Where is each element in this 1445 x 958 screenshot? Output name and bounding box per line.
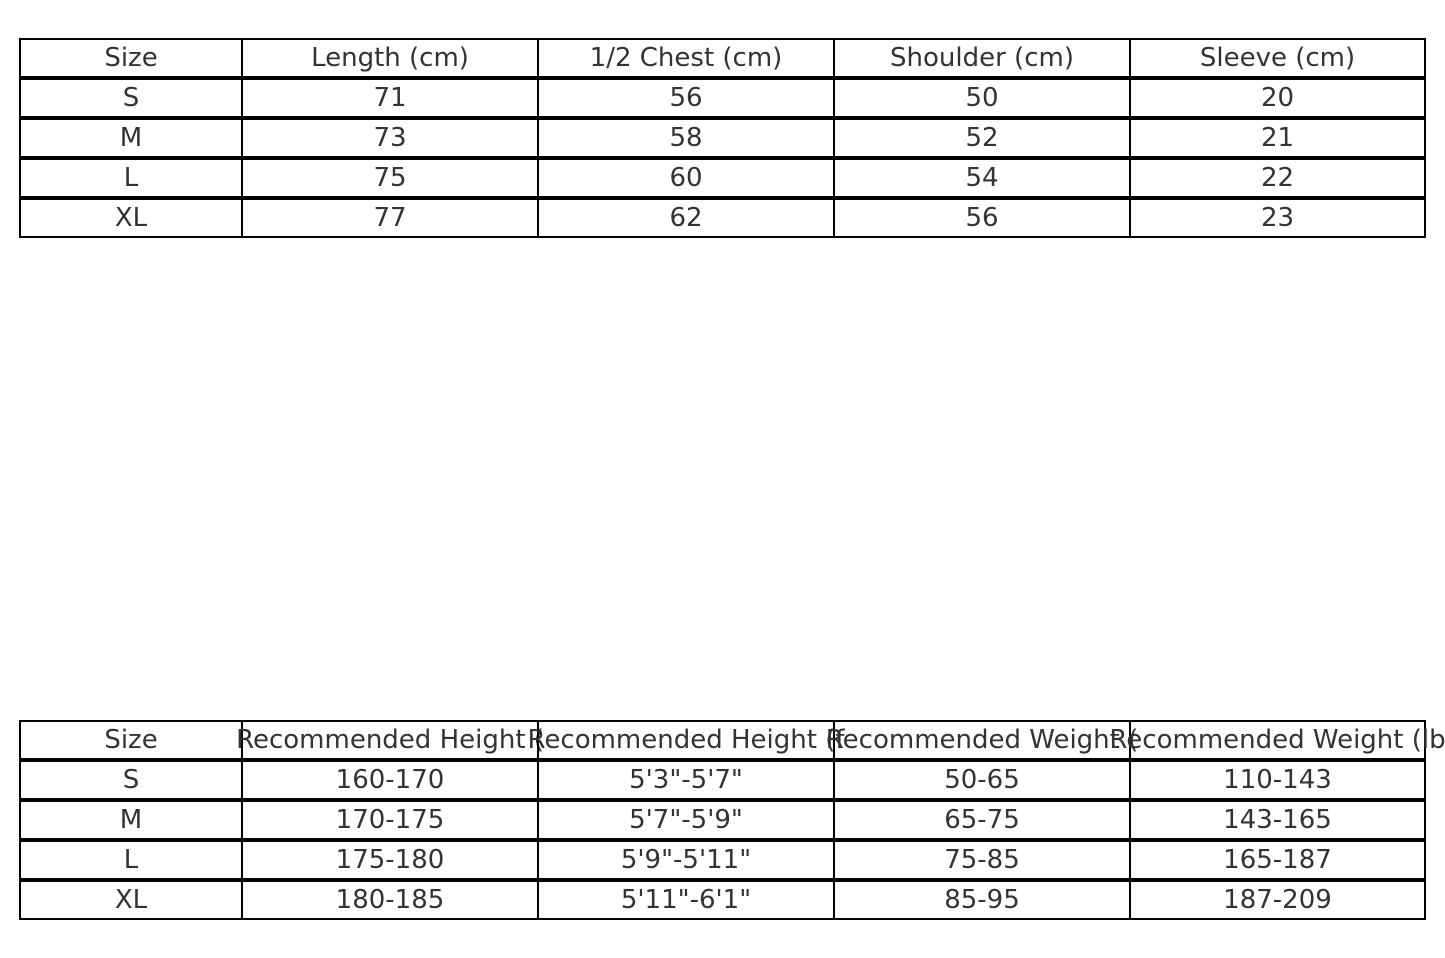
table-row: M 170-175 5'7"-5'9" 65-75 143-165: [19, 800, 1426, 841]
table-cell: XL: [19, 880, 243, 920]
table-cell: 170-175: [241, 800, 539, 840]
table-cell: 21: [1129, 118, 1426, 158]
header-row: Size Recommended Height (Recommended Heig…: [19, 720, 1445, 761]
table-cell: 5'11"-6'1": [537, 880, 835, 920]
table-cell: 54: [833, 158, 1131, 198]
table-cell: 73: [241, 118, 539, 158]
header-cell: Recommended Weight (lb: [1109, 720, 1445, 760]
table-cell: L: [19, 158, 243, 198]
table-cell: XL: [19, 198, 243, 238]
header-cell: 1/2 Chest (cm): [537, 38, 835, 78]
table-cell: 165-187: [1129, 840, 1426, 880]
table-cell: 62: [537, 198, 835, 238]
table-cell: 60: [537, 158, 835, 198]
header-cell: Length (cm): [241, 38, 539, 78]
table-cell: 22: [1129, 158, 1426, 198]
table-cell: S: [19, 760, 243, 800]
table-cell: 20: [1129, 78, 1426, 118]
table-row: XL 180-185 5'11"-6'1" 85-95 187-209: [19, 880, 1426, 921]
table-cell: 58: [537, 118, 835, 158]
table-row: S 160-170 5'3"-5'7" 50-65 110-143: [19, 760, 1426, 801]
recommendation-table: Size Recommended Height (Recommended Heig…: [19, 720, 1445, 921]
header-cell: Size: [19, 720, 243, 760]
table-row: L 75 60 54 22: [19, 158, 1426, 199]
table-cell: 65-75: [833, 800, 1131, 840]
header-cell: Recommended Weight (: [826, 720, 1138, 760]
table-cell: M: [19, 118, 243, 158]
header-cell: Shoulder (cm): [833, 38, 1131, 78]
table-cell: 175-180: [241, 840, 539, 880]
table-cell: 5'7"-5'9": [537, 800, 835, 840]
table-cell: 50-65: [833, 760, 1131, 800]
table-cell: 187-209: [1129, 880, 1426, 920]
table-row: M 73 58 52 21: [19, 118, 1426, 159]
table-cell: 110-143: [1129, 760, 1426, 800]
table-cell: 143-165: [1129, 800, 1426, 840]
table-cell: 52: [833, 118, 1131, 158]
table-cell: 85-95: [833, 880, 1131, 920]
table-cell: M: [19, 800, 243, 840]
table-cell: 5'3"-5'7": [537, 760, 835, 800]
table-cell: 23: [1129, 198, 1426, 238]
table-row: XL 77 62 56 23: [19, 198, 1426, 239]
measurements-table: Size Length (cm) 1/2 Chest (cm) Shoulder (c…: [19, 38, 1426, 239]
table-cell: 50: [833, 78, 1131, 118]
table-cell: 71: [241, 78, 539, 118]
table-cell: S: [19, 78, 243, 118]
table-cell: 75-85: [833, 840, 1131, 880]
table-cell: 75: [241, 158, 539, 198]
header-row: Size Length (cm) 1/2 Chest (cm) Shoulder (c…: [19, 38, 1426, 79]
table-cell: 160-170: [241, 760, 539, 800]
table-cell: 5'9"-5'11": [537, 840, 835, 880]
table-row: S 71 56 50 20: [19, 78, 1426, 119]
header-cell: Recommended Height (: [236, 720, 544, 760]
table-cell: 180-185: [241, 880, 539, 920]
header-cell: Recommended Height (f: [528, 720, 845, 760]
table-cell: 56: [833, 198, 1131, 238]
header-cell: Sleeve (cm): [1129, 38, 1426, 78]
table-cell: L: [19, 840, 243, 880]
table-cell: 56: [537, 78, 835, 118]
table-row: L 175-180 5'9"-5'11" 75-85 165-187: [19, 840, 1426, 881]
header-cell: Size: [19, 38, 243, 78]
table-cell: 77: [241, 198, 539, 238]
